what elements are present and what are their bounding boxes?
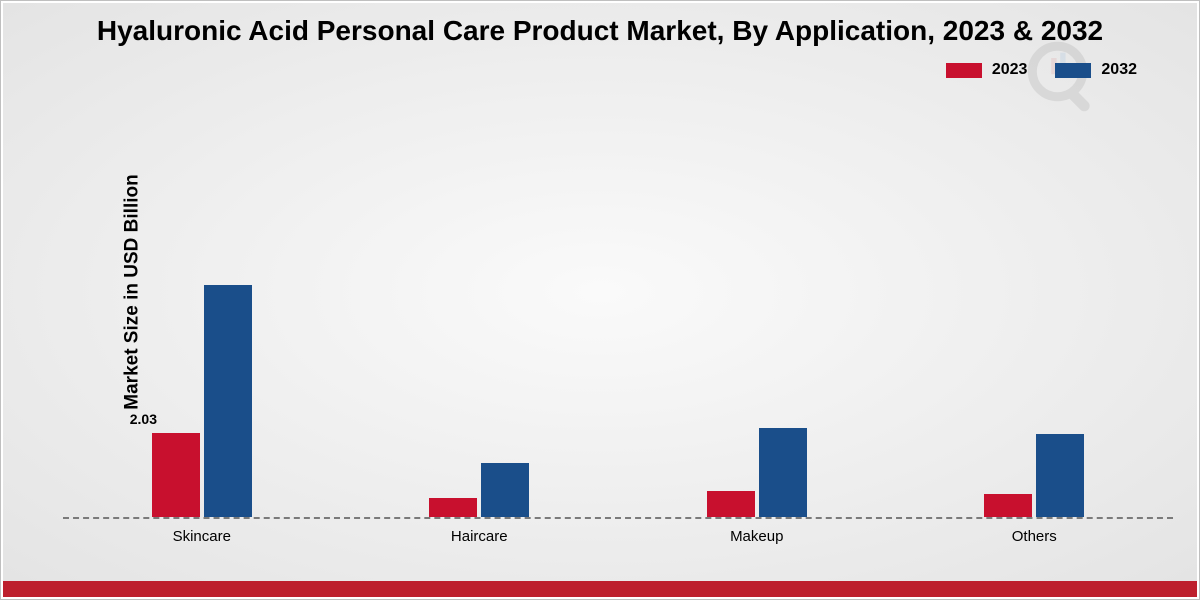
group-makeup: Makeup — [618, 103, 896, 545]
footer-accent-bar — [3, 581, 1197, 597]
bars-makeup — [618, 103, 896, 517]
legend: 2023 2032 — [946, 61, 1137, 79]
legend-swatch-2032 — [1055, 63, 1091, 78]
group-others: Others — [896, 103, 1174, 545]
legend-item-2023: 2023 — [946, 61, 1028, 79]
group-haircare: Haircare — [341, 103, 619, 545]
bars-skincare — [63, 103, 341, 517]
bar-skincare-2032 — [204, 285, 252, 517]
chart-frame: Hyaluronic Acid Personal Care Product Ma… — [0, 0, 1200, 600]
bar-haircare-2032 — [481, 463, 529, 517]
chart-title: Hyaluronic Acid Personal Care Product Ma… — [3, 15, 1197, 47]
value-label-skincare-2023: 2.03 — [130, 411, 157, 427]
group-skincare: 2.03 Skincare — [63, 103, 341, 545]
legend-swatch-2023 — [946, 63, 982, 78]
category-groups: 2.03 Skincare Haircare Makeup — [63, 103, 1173, 545]
bars-others — [896, 103, 1174, 517]
plot-area: Hyaluronic Acid Personal Care Product Ma… — [3, 3, 1197, 581]
x-label-haircare: Haircare — [341, 528, 619, 545]
legend-item-2032: 2032 — [1055, 61, 1137, 79]
bar-makeup-2032 — [759, 428, 807, 517]
legend-label-2032: 2032 — [1101, 61, 1137, 79]
x-label-others: Others — [896, 528, 1174, 545]
bar-haircare-2023 — [429, 498, 477, 517]
bars-haircare — [341, 103, 619, 517]
chart-body: 2.03 Skincare Haircare Makeup — [63, 103, 1173, 545]
legend-label-2023: 2023 — [992, 61, 1028, 79]
bar-makeup-2023 — [707, 491, 755, 517]
x-label-makeup: Makeup — [618, 528, 896, 545]
x-label-skincare: Skincare — [63, 528, 341, 545]
bar-skincare-2023 — [152, 433, 200, 517]
bar-others-2023 — [984, 494, 1032, 517]
bar-others-2032 — [1036, 434, 1084, 517]
